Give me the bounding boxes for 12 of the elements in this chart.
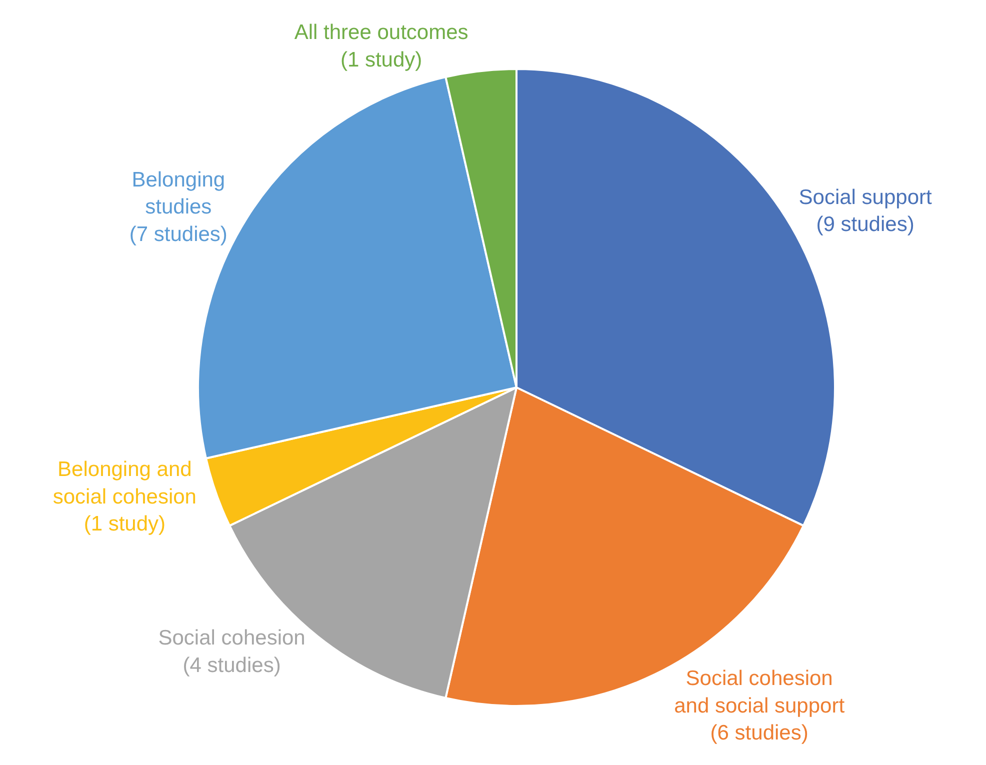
slice-label: Social cohesion and social support [674, 667, 845, 718]
slice-label: Belonging studies [132, 168, 226, 219]
data-label: (4 studies) [182, 654, 281, 678]
slice-label: Belonging and social cohesion [52, 458, 196, 508]
data-label: (1 study) [340, 48, 422, 72]
data-label: (6 studies) [710, 722, 808, 745]
slice-label: All three outcomes [294, 21, 468, 44]
slice-label: Social support [798, 186, 932, 209]
data-label: (9 studies) [816, 213, 914, 236]
data-label: (7 studies) [129, 222, 228, 246]
slice-label: Social cohesion [158, 626, 306, 650]
data-label: (1 study) [84, 512, 166, 536]
